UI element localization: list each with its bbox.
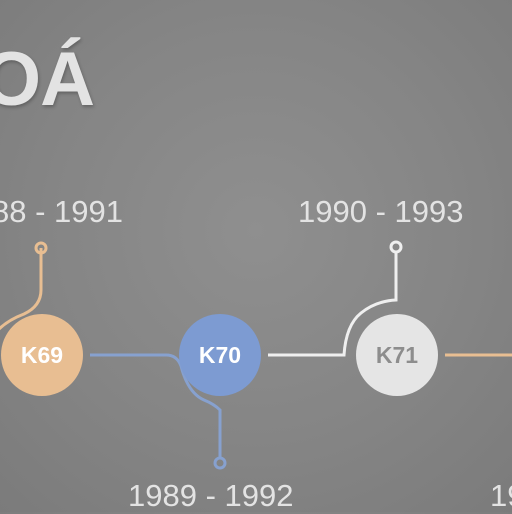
k69-to-k70-line <box>90 353 222 458</box>
k70-connector-dot <box>213 456 227 470</box>
k70-label: K70 <box>198 341 242 368</box>
k70-to-k71-line <box>268 252 398 357</box>
k71-connector-dot <box>389 240 403 254</box>
k69-connector-line <box>0 248 43 331</box>
k69-label: K69 <box>20 341 64 368</box>
page-title: OÁ <box>0 37 95 122</box>
k69-connector-dot <box>34 241 48 255</box>
k70-node: K70 <box>179 314 261 396</box>
next-years-fragment: 19 <box>490 478 512 513</box>
k69-node: K69 <box>1 314 83 396</box>
k71-label: K71 <box>375 341 419 368</box>
k71-years: 1990 - 1993 <box>298 194 464 229</box>
k69-years: 88 - 1991 <box>0 194 123 229</box>
k71-node: K71 <box>356 314 438 396</box>
k70-years: 1989 - 1992 <box>128 478 294 513</box>
